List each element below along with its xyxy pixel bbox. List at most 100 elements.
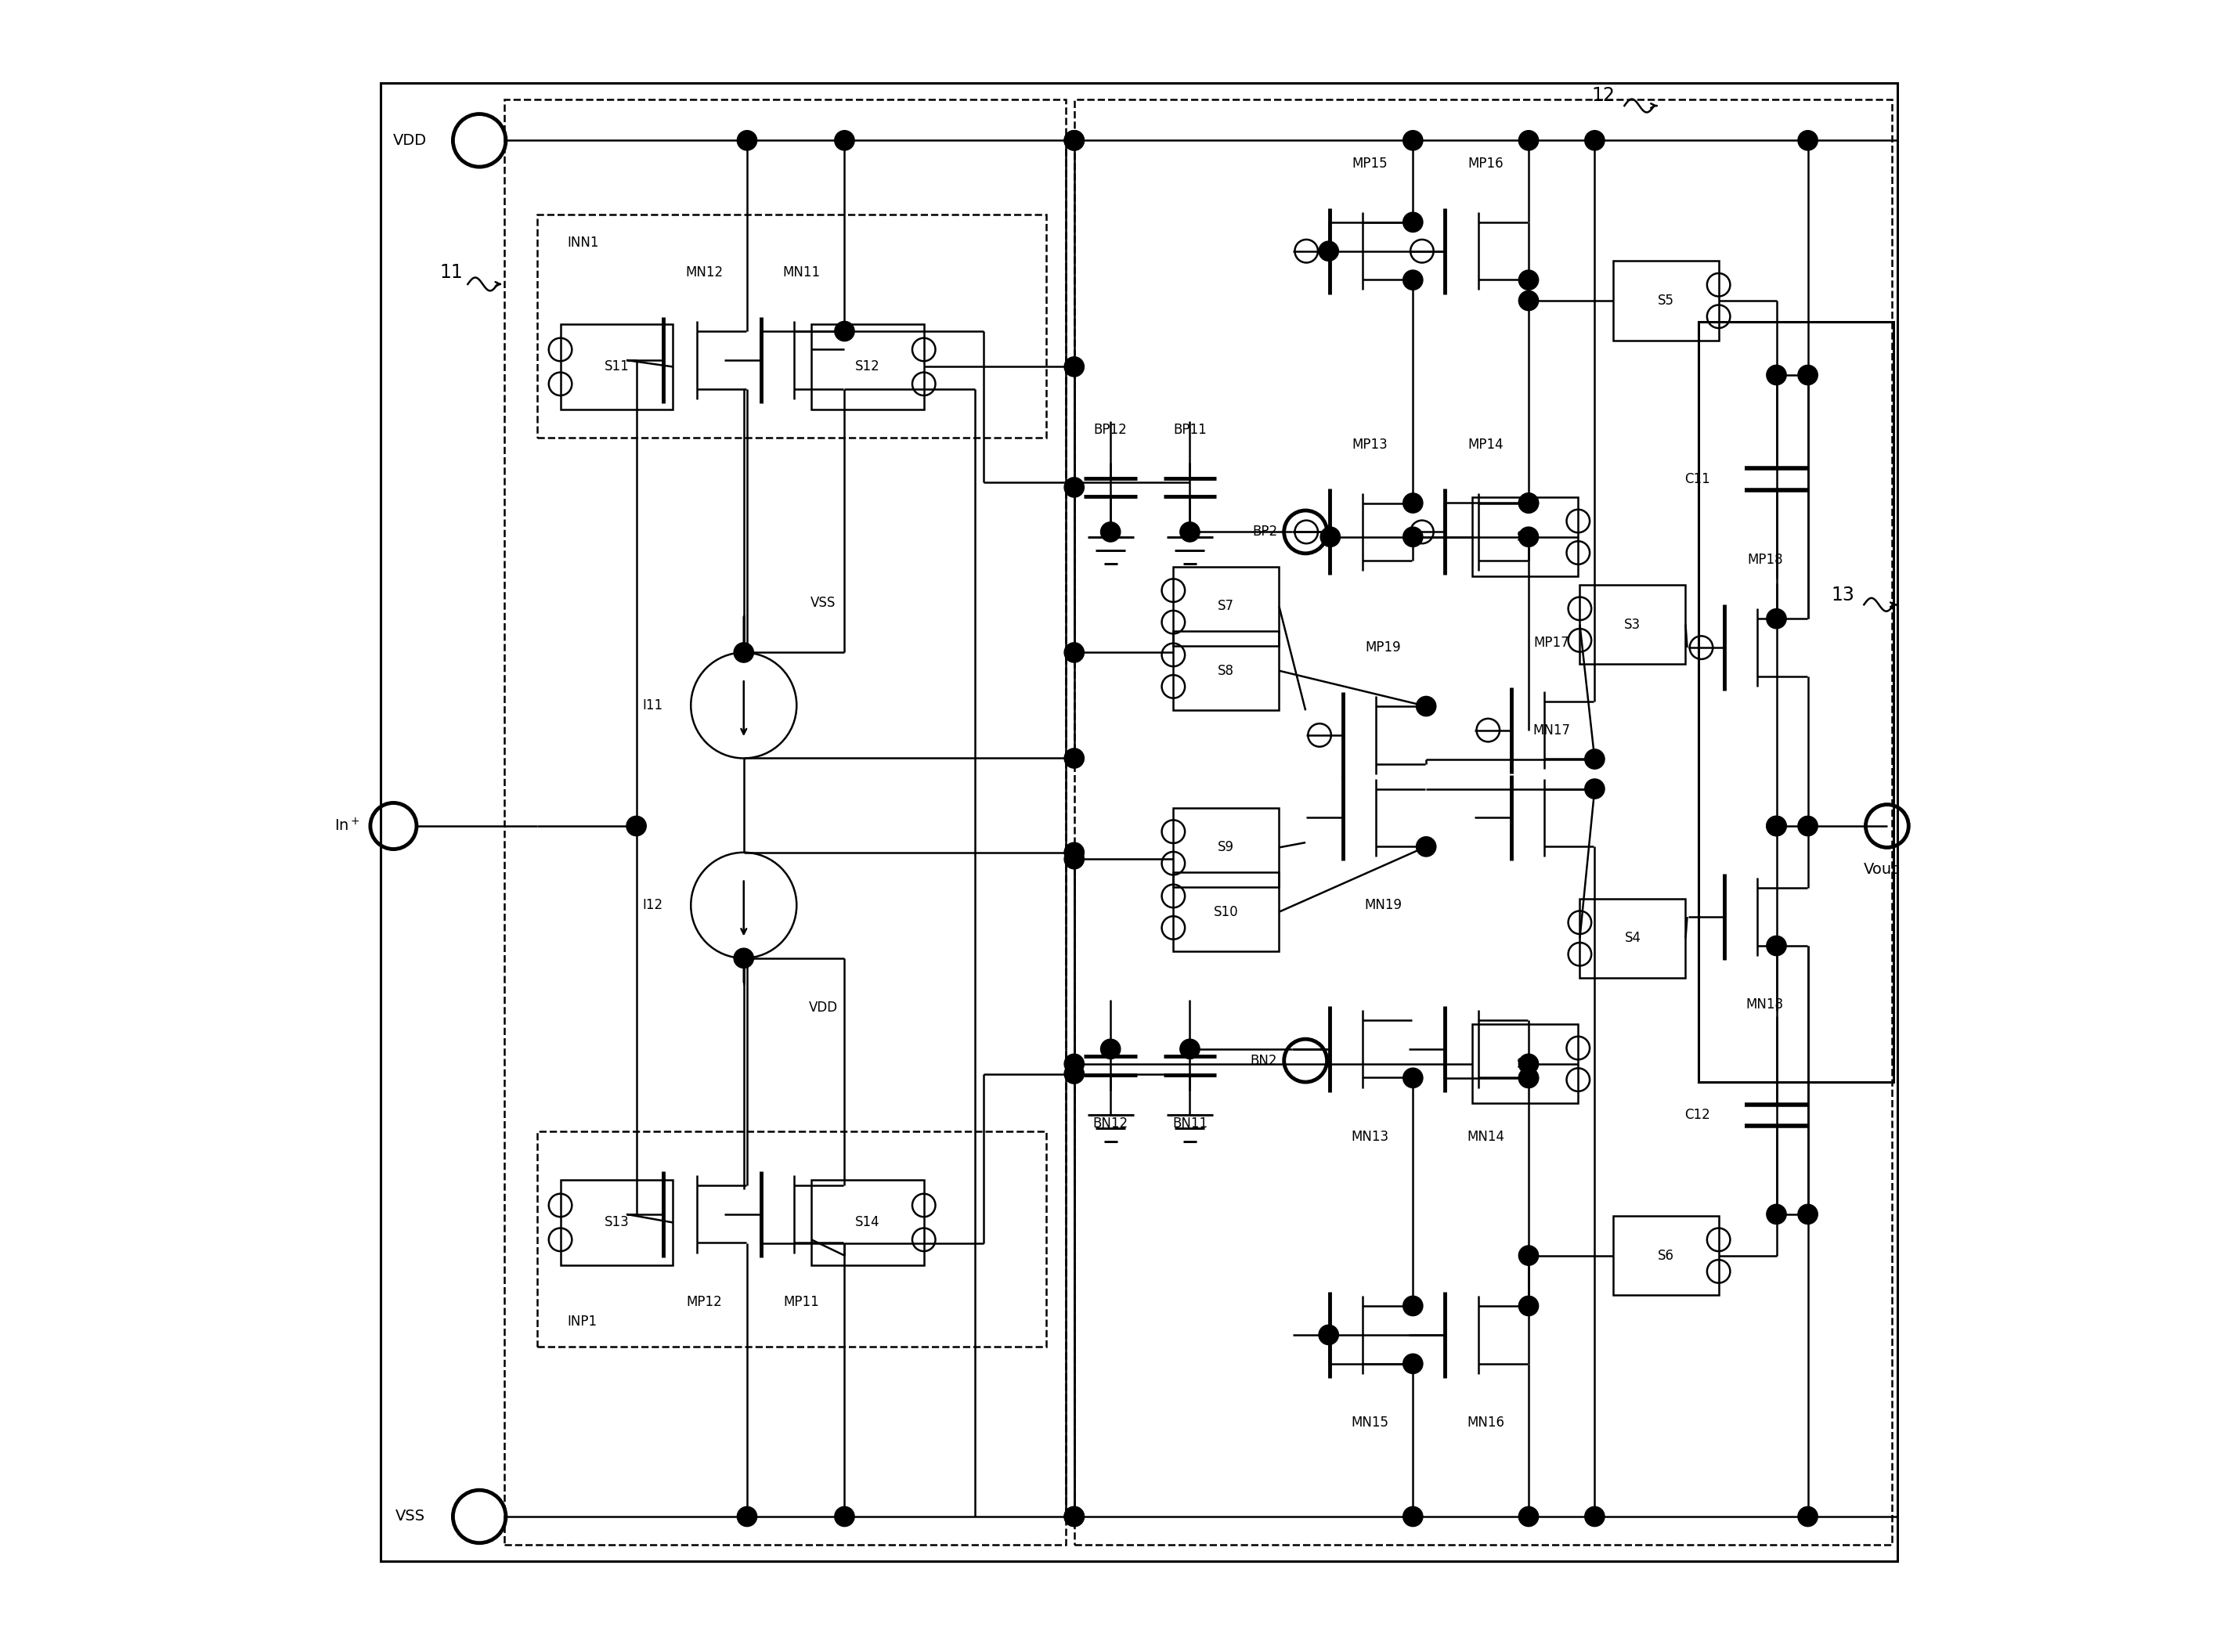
Circle shape xyxy=(1519,527,1539,547)
Text: C12: C12 xyxy=(1684,1108,1711,1122)
Circle shape xyxy=(1519,1069,1539,1089)
Bar xyxy=(1580,585,1687,664)
Bar xyxy=(1613,1216,1718,1295)
Circle shape xyxy=(1584,748,1604,768)
Circle shape xyxy=(1767,365,1787,385)
Bar xyxy=(560,1180,674,1265)
Text: S6: S6 xyxy=(1658,1249,1673,1262)
Circle shape xyxy=(1767,610,1787,629)
Text: BN2: BN2 xyxy=(1249,1054,1278,1067)
Circle shape xyxy=(736,131,756,150)
Bar xyxy=(1174,631,1278,710)
Circle shape xyxy=(1584,131,1604,150)
Circle shape xyxy=(734,643,754,662)
Circle shape xyxy=(1321,527,1341,547)
Circle shape xyxy=(1417,697,1437,717)
Text: S7: S7 xyxy=(1218,600,1234,613)
Circle shape xyxy=(1403,1295,1423,1315)
Circle shape xyxy=(1064,1054,1084,1074)
Text: S3: S3 xyxy=(1624,618,1642,631)
Circle shape xyxy=(1064,1064,1084,1084)
Bar xyxy=(1174,872,1278,952)
Circle shape xyxy=(1064,1507,1084,1526)
Text: S14: S14 xyxy=(854,1216,879,1229)
Circle shape xyxy=(1403,1355,1423,1374)
Bar xyxy=(560,324,674,410)
Bar xyxy=(1174,808,1278,887)
Bar xyxy=(538,1132,1046,1346)
Circle shape xyxy=(1519,1054,1539,1074)
Circle shape xyxy=(1519,1246,1539,1265)
Circle shape xyxy=(1180,1039,1200,1059)
Circle shape xyxy=(1798,816,1818,836)
Bar xyxy=(812,1180,924,1265)
Text: MN19: MN19 xyxy=(1365,899,1401,912)
Text: S1: S1 xyxy=(1517,530,1533,544)
Text: S12: S12 xyxy=(854,360,879,373)
Text: BP12: BP12 xyxy=(1093,423,1127,436)
Circle shape xyxy=(1100,1039,1120,1059)
Text: S11: S11 xyxy=(605,360,629,373)
Circle shape xyxy=(1417,836,1437,856)
Bar xyxy=(504,99,1066,1545)
Text: S10: S10 xyxy=(1214,905,1238,919)
Circle shape xyxy=(1519,1507,1539,1526)
Circle shape xyxy=(1403,1507,1423,1526)
Circle shape xyxy=(1064,357,1084,377)
Circle shape xyxy=(1767,935,1787,955)
Text: MP19: MP19 xyxy=(1365,641,1401,654)
Circle shape xyxy=(1403,269,1423,291)
Text: MN18: MN18 xyxy=(1747,998,1783,1011)
Circle shape xyxy=(1403,211,1423,233)
Text: BP11: BP11 xyxy=(1174,423,1207,436)
Text: MN17: MN17 xyxy=(1533,724,1571,737)
Text: I12: I12 xyxy=(643,899,663,912)
Text: MN16: MN16 xyxy=(1466,1416,1504,1429)
Text: VSS: VSS xyxy=(810,596,837,610)
Text: S4: S4 xyxy=(1624,932,1640,945)
Text: MP13: MP13 xyxy=(1352,438,1388,451)
Circle shape xyxy=(1403,1069,1423,1089)
Text: S5: S5 xyxy=(1658,294,1673,307)
Circle shape xyxy=(1064,131,1084,150)
Circle shape xyxy=(1064,849,1084,869)
Bar xyxy=(1698,322,1894,1082)
Text: INN1: INN1 xyxy=(567,236,598,249)
Bar xyxy=(1580,899,1687,978)
Text: 12: 12 xyxy=(1591,86,1615,106)
Circle shape xyxy=(1519,492,1539,512)
Text: MN11: MN11 xyxy=(783,266,821,279)
Text: MP16: MP16 xyxy=(1468,157,1504,170)
Circle shape xyxy=(1403,131,1423,150)
Circle shape xyxy=(1798,365,1818,385)
Text: S13: S13 xyxy=(605,1216,629,1229)
Text: MN14: MN14 xyxy=(1466,1130,1504,1143)
Circle shape xyxy=(736,1507,756,1526)
Circle shape xyxy=(1519,492,1539,512)
Circle shape xyxy=(1519,1069,1539,1089)
Text: BP2: BP2 xyxy=(1252,525,1278,539)
Bar xyxy=(1174,567,1278,646)
Text: 13: 13 xyxy=(1832,585,1854,605)
Text: MN15: MN15 xyxy=(1352,1416,1388,1429)
Text: S2: S2 xyxy=(1517,1057,1533,1070)
Text: In$^+$: In$^+$ xyxy=(335,818,359,834)
Bar xyxy=(1472,1024,1577,1104)
Circle shape xyxy=(1519,269,1539,291)
Circle shape xyxy=(1180,522,1200,542)
Circle shape xyxy=(1100,522,1120,542)
Text: VDD: VDD xyxy=(393,132,426,149)
Bar xyxy=(1073,99,1892,1545)
Text: S8: S8 xyxy=(1218,664,1234,677)
Circle shape xyxy=(1319,1325,1339,1345)
Bar xyxy=(1613,261,1718,340)
Text: MN13: MN13 xyxy=(1352,1130,1388,1143)
Text: MN12: MN12 xyxy=(685,266,723,279)
Circle shape xyxy=(834,1507,854,1526)
Circle shape xyxy=(1798,131,1818,150)
Text: MP11: MP11 xyxy=(783,1295,819,1308)
Circle shape xyxy=(627,816,647,836)
Circle shape xyxy=(1584,780,1604,800)
Circle shape xyxy=(1584,1507,1604,1526)
Circle shape xyxy=(1519,1295,1539,1315)
